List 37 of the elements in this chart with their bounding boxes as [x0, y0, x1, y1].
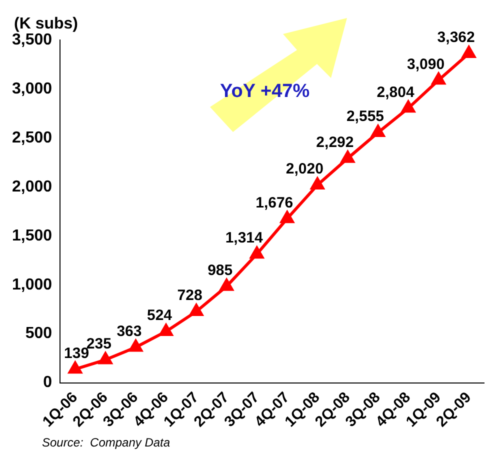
point: [250, 246, 264, 259]
point: [341, 150, 354, 163]
data-label: 985: [208, 262, 233, 279]
point: [462, 46, 476, 58]
point: [310, 177, 324, 190]
source-note: Source: Company Data: [42, 435, 170, 450]
data-label: 363: [116, 322, 142, 340]
y-tick-label: 1,500: [12, 227, 52, 244]
point: [159, 324, 173, 336]
data-label: 524: [147, 307, 173, 324]
annotation: YoY +47%: [220, 81, 310, 102]
point: [371, 125, 385, 138]
data-label: 1,314: [225, 230, 264, 247]
y-tick-label: 2,500: [12, 129, 52, 146]
data-label: 2,555: [346, 108, 384, 126]
y-axis-title: (K subs): [14, 15, 78, 32]
point: [129, 340, 142, 352]
point: [220, 278, 234, 291]
point: [98, 352, 112, 364]
point: [402, 100, 415, 113]
data-label: 2,020: [286, 160, 324, 178]
data-label: 728: [177, 287, 202, 304]
y-tick-label: 3,000: [12, 80, 52, 98]
y-tick-label: 500: [25, 325, 52, 342]
data-label: 2,804: [376, 84, 415, 101]
data-label: 3,362: [437, 29, 475, 46]
y-tick-label: 3,500: [12, 31, 52, 48]
y-tick-label: 1,000: [12, 276, 52, 294]
point: [68, 362, 82, 374]
data-label: 3,090: [407, 56, 445, 73]
data-label: 1,676: [256, 194, 294, 212]
y-tick-label: 0: [43, 374, 52, 392]
point: [280, 211, 294, 224]
y-tick-label: 2,000: [12, 178, 52, 196]
data-label: 2,292: [316, 134, 354, 151]
point: [190, 304, 204, 316]
point: [432, 72, 446, 85]
